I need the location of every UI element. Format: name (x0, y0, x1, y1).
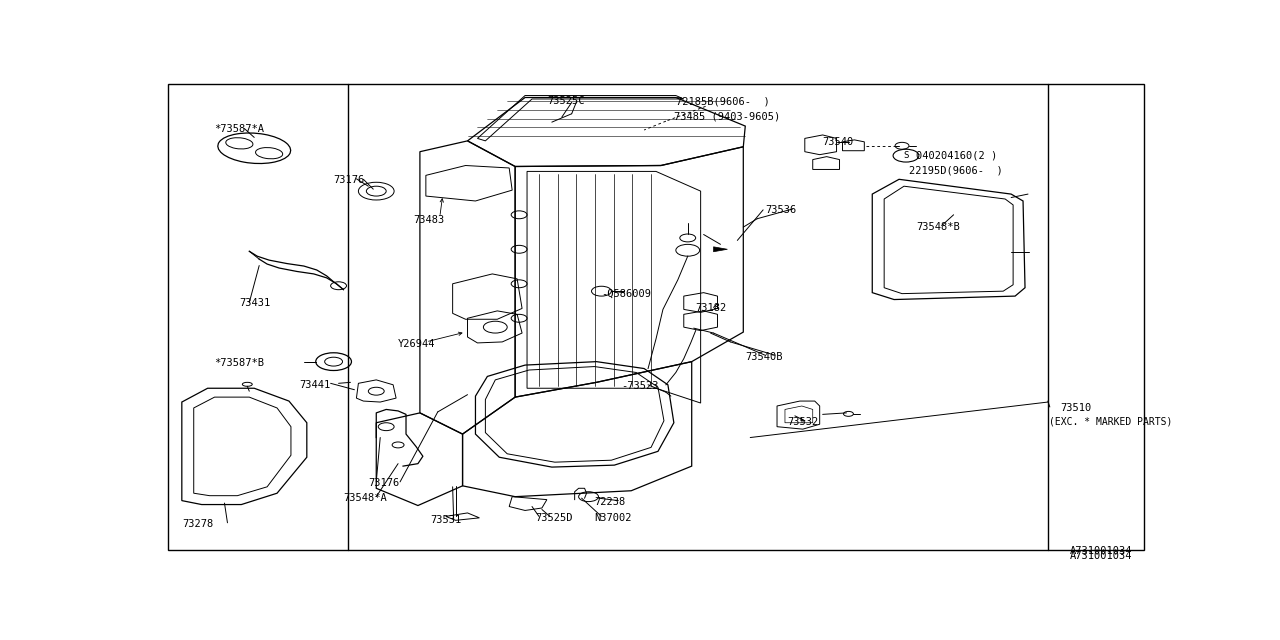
Text: *73587*A: *73587*A (215, 124, 265, 134)
Text: 040204160(2 ): 040204160(2 ) (916, 150, 997, 161)
Text: 73182: 73182 (696, 303, 727, 314)
Text: 73176: 73176 (369, 478, 399, 488)
Text: 73548*A: 73548*A (343, 493, 388, 503)
Text: S: S (904, 151, 909, 160)
Polygon shape (713, 247, 727, 252)
Text: 73531: 73531 (430, 515, 461, 525)
Text: 73525C: 73525C (547, 97, 585, 106)
Text: 73431: 73431 (239, 298, 270, 308)
Text: 73540B: 73540B (745, 352, 783, 362)
Text: 73525D: 73525D (535, 513, 572, 523)
Text: 73485 (9403-9605): 73485 (9403-9605) (673, 111, 780, 121)
Text: 22195D(9606-  ): 22195D(9606- ) (909, 165, 1002, 175)
Text: A731001034: A731001034 (1070, 546, 1132, 556)
Text: A731001034: A731001034 (1070, 551, 1132, 561)
Text: Y26944: Y26944 (398, 339, 435, 349)
Text: 73441: 73441 (300, 380, 330, 390)
Text: 73176: 73176 (334, 175, 365, 186)
Text: *73587*B: *73587*B (215, 358, 265, 367)
Text: 72185B(9606-  ): 72185B(9606- ) (676, 97, 769, 106)
Text: (EXC. * MARKED PARTS): (EXC. * MARKED PARTS) (1048, 417, 1172, 427)
Text: 73540: 73540 (823, 137, 854, 147)
Text: 73483: 73483 (413, 214, 444, 225)
Text: 73278: 73278 (182, 519, 212, 529)
Text: 73536: 73536 (765, 205, 796, 215)
Text: -73523: -73523 (621, 381, 659, 391)
Text: 73532: 73532 (787, 417, 818, 427)
Text: -Q586009: -Q586009 (602, 289, 652, 299)
Text: 72238: 72238 (594, 497, 626, 507)
Text: N37002: N37002 (594, 513, 632, 523)
Text: 73548*B: 73548*B (916, 222, 960, 232)
Text: 73510: 73510 (1061, 403, 1092, 413)
